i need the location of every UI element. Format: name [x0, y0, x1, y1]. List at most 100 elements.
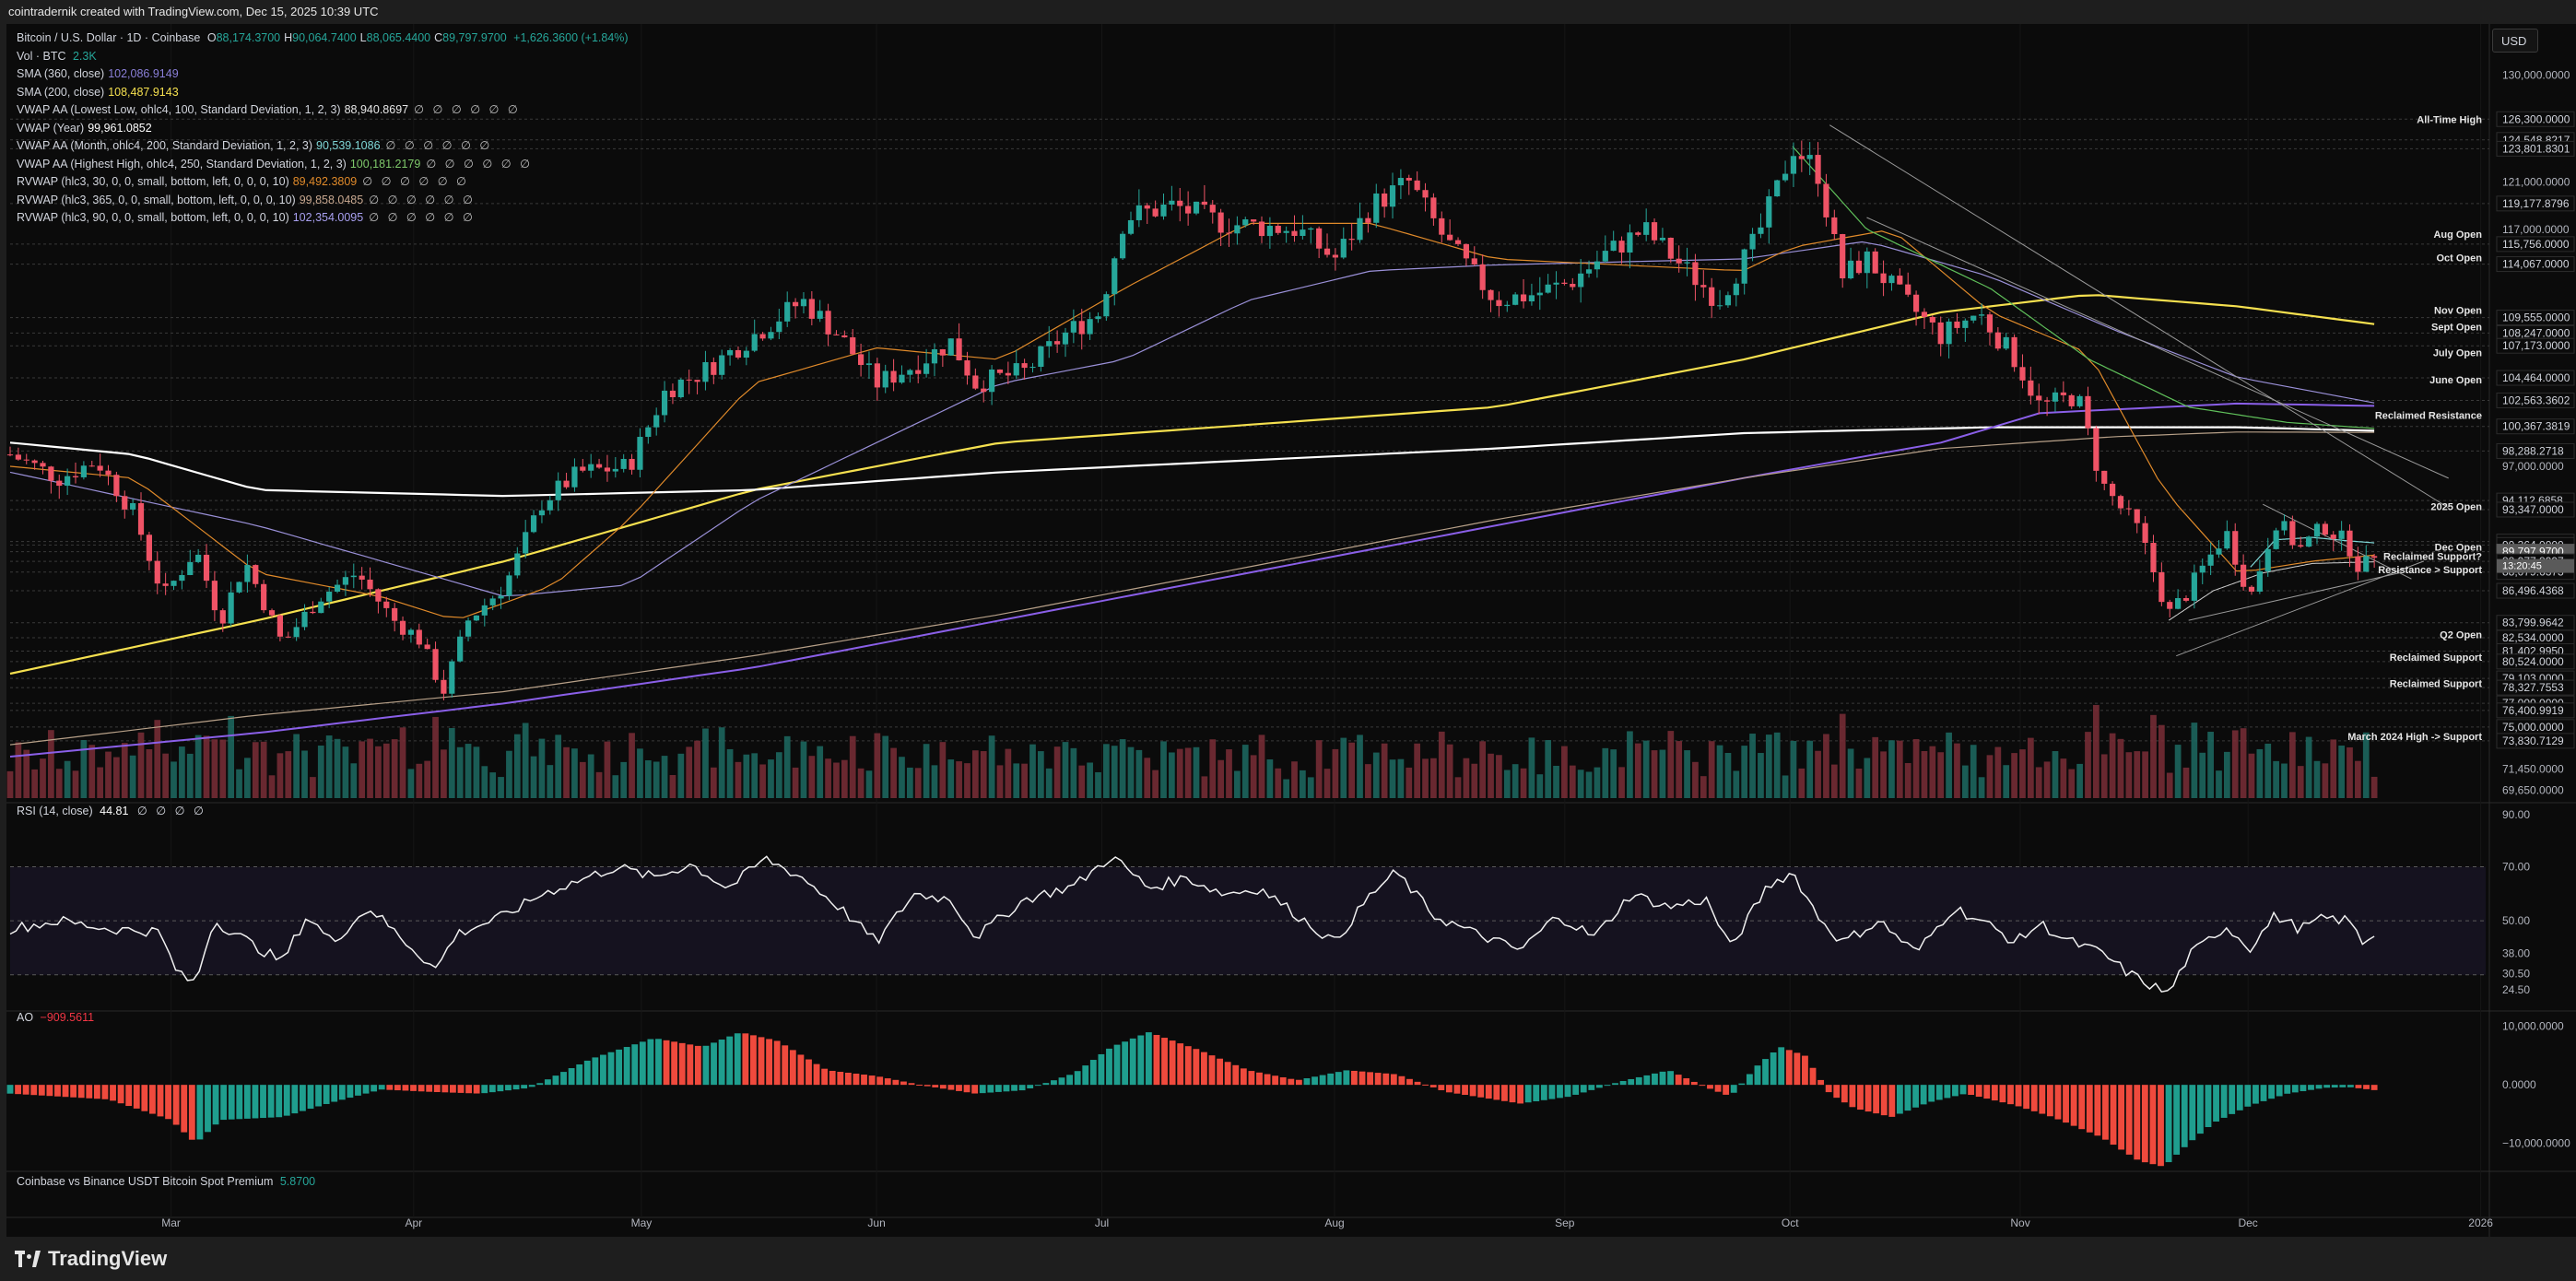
candle-body	[1177, 200, 1183, 206]
ao-bar	[1723, 1085, 1730, 1095]
candle-body	[1087, 319, 1093, 335]
volume-bar	[55, 769, 63, 798]
price-tick-label: 117,000.0000	[2502, 223, 2570, 236]
ao-bar	[1398, 1075, 1406, 1086]
ao-bar	[394, 1085, 401, 1091]
candle-body	[1831, 217, 1838, 235]
candle-body	[1430, 197, 1437, 218]
indicator-row[interactable]: VWAP (Year) 99,961.0852	[17, 120, 629, 138]
candle-body	[1536, 292, 1543, 296]
ao-bar	[1359, 1071, 1366, 1086]
candle-body	[1365, 217, 1371, 223]
candle-body	[105, 470, 112, 476]
currency-button[interactable]: USD	[2492, 29, 2538, 53]
ao-bar	[1374, 1073, 1382, 1086]
candle-body	[981, 388, 987, 393]
candle-body	[2052, 392, 2059, 402]
ao-bar	[1714, 1085, 1722, 1092]
ohlc-o: O88,174.3700	[206, 31, 281, 44]
candle-body	[1258, 221, 1265, 237]
volume-bar	[1978, 777, 1985, 798]
volume-bar	[1511, 764, 1519, 798]
volume-bar	[15, 742, 22, 798]
ao-bar	[300, 1085, 306, 1111]
volume-bar	[391, 739, 398, 798]
volume-bar	[1684, 750, 1690, 798]
volume-bar	[186, 753, 194, 798]
ao-bar	[1264, 1074, 1271, 1086]
tradingview-logo[interactable]: TradingView	[15, 1239, 167, 1279]
candle-body	[310, 611, 316, 614]
volume-bar	[268, 775, 276, 798]
candle-body	[2313, 523, 2321, 537]
volume-bar	[1758, 753, 1764, 798]
ao-bar	[457, 1085, 465, 1093]
candle-body	[2298, 545, 2304, 547]
volume-bar	[2313, 760, 2321, 798]
ao-bar	[2141, 1085, 2148, 1163]
volume-bar	[121, 743, 128, 798]
indicator-row[interactable]: VWAP AA (Highest High, ohlc4, 250, Stand…	[17, 156, 629, 174]
candle-body	[1332, 254, 1338, 258]
ao-bar	[418, 1085, 425, 1092]
volume-bar	[1087, 762, 1093, 798]
indicator-row[interactable]: SMA (200, close) 108,487.9143	[17, 84, 629, 102]
ao-bar	[789, 1050, 796, 1086]
volume-label: Vol · BTC	[17, 49, 66, 63]
volume-bar	[473, 746, 480, 798]
volume-bar	[1127, 746, 1135, 798]
ao-bar	[331, 1085, 338, 1102]
ao-bar	[1493, 1085, 1500, 1100]
indicator-row[interactable]: RVWAP (hlc3, 365, 0, 0, small, bottom, l…	[17, 192, 629, 210]
candle-body	[1013, 363, 1019, 376]
symbol-title[interactable]: Bitcoin / U.S. Dollar · 1D · Coinbase	[17, 31, 201, 44]
chart-svg[interactable]: All-Time High Aug Open Oct Open Nov Open Sep…	[6, 24, 2576, 1237]
volume-bar	[2142, 751, 2148, 798]
candle-body	[1986, 314, 1994, 333]
indicator-row[interactable]: VWAP AA (Month, ohlc4, 200, Standard Dev…	[17, 137, 629, 156]
candle-body	[669, 390, 676, 398]
ao-bar	[267, 1085, 275, 1118]
indicator-row[interactable]: VWAP AA (Lowest Low, ohlc4, 100, Standar…	[17, 101, 629, 120]
ao-bar	[2229, 1085, 2236, 1114]
indicator-row[interactable]: SMA (360, close) 102,086.9149	[17, 65, 629, 84]
rsi-value: 44.81	[100, 805, 129, 817]
ao-bar	[2213, 1085, 2219, 1122]
indicator-row[interactable]: RVWAP (hlc3, 90, 0, 0, small, bottom, le…	[17, 209, 629, 228]
volume-bar	[931, 765, 938, 798]
ao-bar	[1928, 1085, 1935, 1102]
ao-bar	[1667, 1071, 1675, 1086]
rsi-label: RSI (14, close)	[17, 805, 93, 817]
ao-bar	[1825, 1085, 1832, 1093]
candle-body	[1251, 219, 1257, 222]
trendline	[2263, 503, 2412, 580]
volume-bar	[2231, 730, 2239, 798]
volume-bar	[1651, 750, 1658, 798]
volume-bar	[1241, 745, 1249, 798]
candle-body	[1561, 282, 1568, 284]
ao-bar	[2220, 1085, 2228, 1118]
candle-body	[48, 466, 54, 481]
candle-body	[350, 575, 357, 578]
volume-bar	[97, 767, 103, 798]
ao-bar	[141, 1085, 148, 1111]
candle-body	[1340, 239, 1347, 258]
volume-bar	[1733, 770, 1740, 798]
volume-bar	[1184, 747, 1192, 798]
volume-bar	[2043, 761, 2051, 798]
volume-bar	[31, 769, 38, 798]
overlay-line	[9, 241, 2375, 597]
ao-bar	[702, 1045, 710, 1086]
volume-bar	[825, 758, 831, 798]
candle-body	[489, 598, 496, 605]
ao-bar	[371, 1085, 378, 1092]
volume-bar	[817, 746, 824, 798]
ao-bar	[1193, 1049, 1200, 1086]
candle-body	[2256, 570, 2263, 592]
candle-body	[1029, 367, 1036, 369]
premium-title: Coinbase vs Binance USDT Bitcoin Spot Pr…	[17, 1175, 315, 1188]
ao-bar	[892, 1079, 900, 1086]
horizontal-levels	[10, 118, 2489, 742]
candle-body	[1798, 156, 1805, 159]
indicator-row[interactable]: RVWAP (hlc3, 30, 0, 0, small, bottom, le…	[17, 173, 629, 192]
